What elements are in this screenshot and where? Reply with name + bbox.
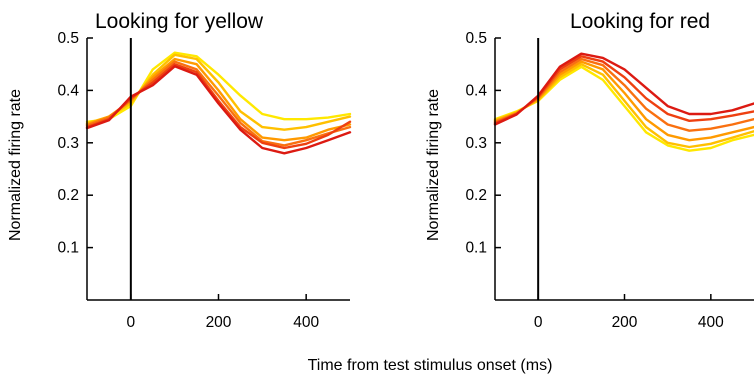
x-tick-label: 400 (698, 314, 724, 331)
x-tick-label: 0 (534, 314, 543, 331)
chart-title: Looking for red (570, 10, 710, 33)
y-tick-label: 0.3 (57, 135, 79, 152)
y-tick-label: 0.5 (57, 30, 79, 47)
y-tick-label: 0.4 (465, 82, 487, 99)
y-tick-label: 0.1 (465, 240, 487, 257)
y-tick-label: 0.2 (57, 187, 79, 204)
x-tick-label: 200 (612, 314, 638, 331)
y-tick-label: 0.5 (465, 30, 487, 47)
series-line-1 (85, 51, 352, 123)
x-tick-label: 400 (293, 314, 319, 331)
y-axis-label: Normalized firing rate (7, 89, 24, 241)
y-tick-label: 0.1 (57, 240, 79, 257)
y-tick-label: 0.2 (465, 187, 487, 204)
shared-x-axis-label: Time from test stimulus onset (ms) (308, 357, 553, 374)
series-line-6 (493, 52, 754, 126)
y-axis-label: Normalized firing rate (425, 89, 442, 241)
panel-looking-for-yellow: Looking for yellow Normalized firing rate… (7, 10, 352, 331)
series-group (493, 52, 754, 152)
y-tick-label: 0.4 (57, 82, 79, 99)
series-line-1 (493, 65, 754, 152)
y-tick-label: 0.3 (465, 135, 487, 152)
panel-looking-for-red: Looking for red Normalized firing rate 0.1… (425, 10, 754, 331)
chart-title: Looking for yellow (95, 10, 264, 33)
x-tick-label: 0 (127, 314, 136, 331)
series-group (85, 51, 352, 155)
x-tick-label: 200 (206, 314, 232, 331)
